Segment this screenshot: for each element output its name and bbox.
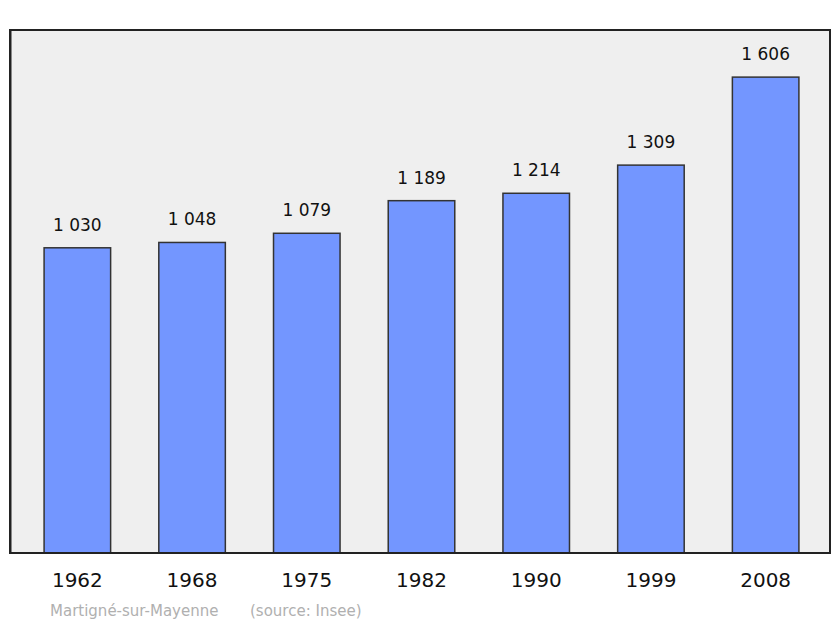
bar xyxy=(618,165,685,553)
chart-container: 19621968197519821990199920081 0301 0481 … xyxy=(0,0,840,627)
chart-svg: 19621968197519821990199920081 0301 0481 … xyxy=(0,0,840,627)
data-label: 1 079 xyxy=(282,200,331,220)
y-axis-line xyxy=(10,31,12,554)
data-label: 1 030 xyxy=(53,215,102,235)
bars xyxy=(44,77,799,553)
data-labels: 1 030 1 048 1 079 1 189 1 214 1 309 1 606 xyxy=(53,44,790,235)
data-label: 1 048 xyxy=(168,209,217,229)
plot-frame xyxy=(10,30,830,553)
x-tick-label: 1975 xyxy=(281,568,332,592)
subtitle: (source: Insee) xyxy=(250,602,362,620)
x-axis-line xyxy=(10,552,830,554)
x-tick-label: 1990 xyxy=(511,568,562,592)
title: Martigné-sur-Mayenne xyxy=(50,602,218,620)
x-tick: 1982 xyxy=(396,553,447,592)
x-tick-label: 1962 xyxy=(52,568,103,592)
x-axis: 1962 1968 1975 1982 1990 1999 2008 xyxy=(10,553,830,592)
y-axis xyxy=(10,31,11,554)
x-tick-label: 2008 xyxy=(740,568,791,592)
x-tick: 1999 xyxy=(625,553,676,592)
x-tick-label: 1968 xyxy=(167,568,218,592)
x-tick: 2008 xyxy=(740,553,791,592)
x-tick: 1968 xyxy=(167,553,218,592)
x-tick: 1962 xyxy=(52,553,103,592)
bar xyxy=(732,77,799,553)
bar xyxy=(388,201,455,553)
bar xyxy=(503,193,570,553)
data-label: 1 214 xyxy=(512,160,561,180)
bar xyxy=(159,242,226,553)
data-label: 1 606 xyxy=(741,44,790,64)
x-tick-label: 1982 xyxy=(396,568,447,592)
x-tick-label: 1999 xyxy=(625,568,676,592)
plot-background xyxy=(10,30,830,553)
bar xyxy=(274,233,341,553)
bar xyxy=(44,248,111,553)
x-tick: 1990 xyxy=(511,553,562,592)
x-tick: 1975 xyxy=(281,553,332,592)
data-label: 1 309 xyxy=(627,132,676,152)
data-label: 1 189 xyxy=(397,168,446,188)
